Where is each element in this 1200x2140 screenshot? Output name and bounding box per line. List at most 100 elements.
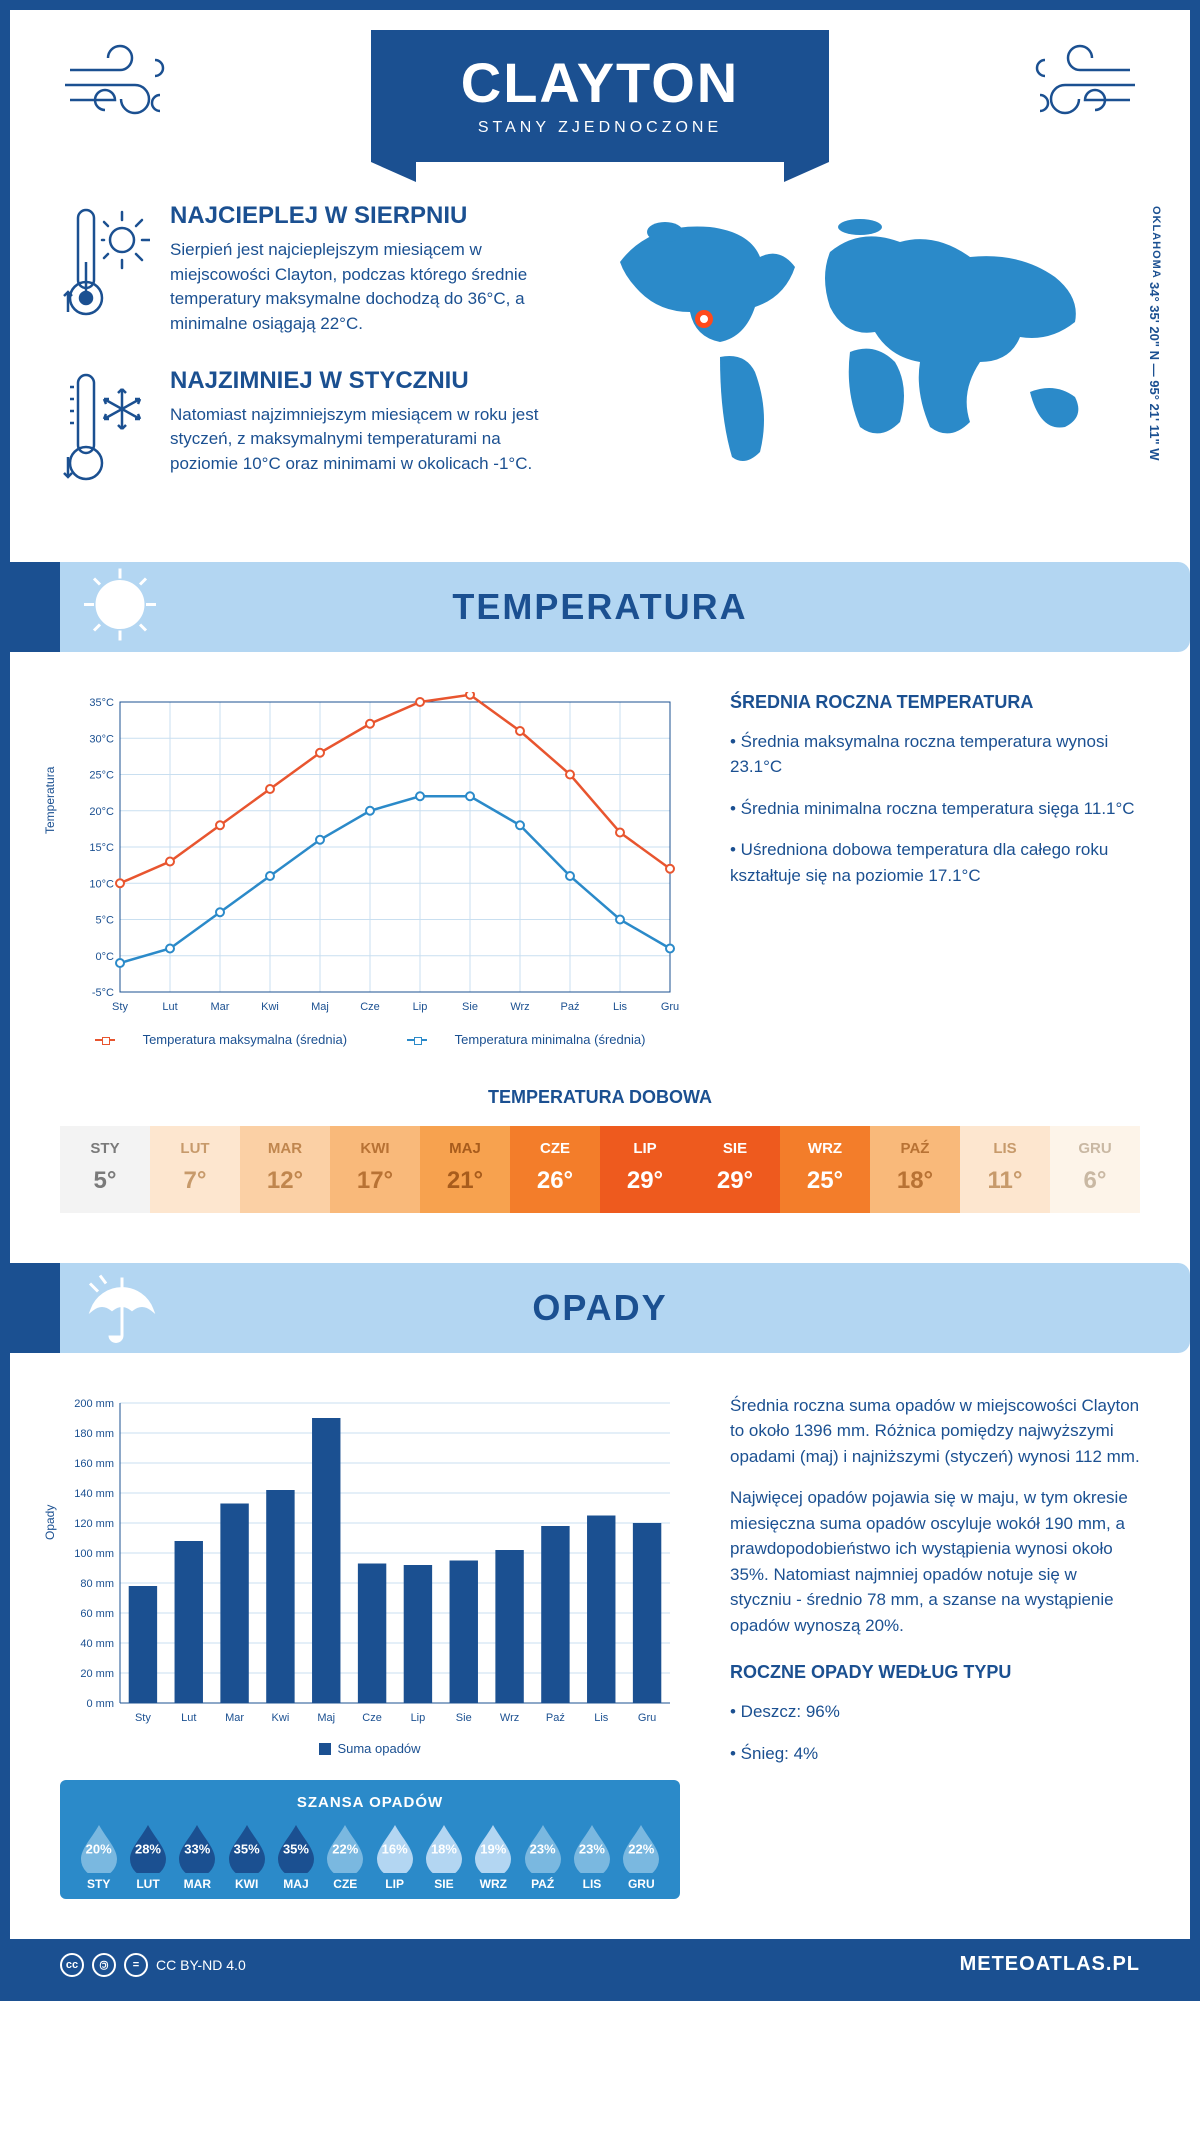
drop-icon: 19%: [471, 1821, 515, 1873]
svg-text:Wrz: Wrz: [510, 1001, 529, 1013]
dobowa-cell: MAJ21°: [420, 1126, 510, 1213]
svg-text:25°C: 25°C: [89, 769, 114, 781]
dobowa-month: CZE: [510, 1140, 600, 1157]
drop-month: GRU: [617, 1877, 666, 1891]
drop-icon: 22%: [619, 1821, 663, 1873]
license-text: CC BY-ND 4.0: [156, 1957, 246, 1973]
hottest-heading: NAJCIEPLEJ W SIERPNIU: [170, 202, 560, 230]
svg-text:Paź: Paź: [546, 1712, 565, 1724]
svg-text:15°C: 15°C: [89, 842, 114, 854]
dobowa-cell: CZE 26°: [510, 1126, 600, 1213]
svg-text:Sty: Sty: [112, 1001, 128, 1013]
svg-text:Cze: Cze: [362, 1712, 382, 1724]
drop-icon: 33%: [175, 1821, 219, 1873]
precip-chart-legend: Suma opadów: [60, 1741, 680, 1756]
precip-type-bullet: • Śnieg: 4%: [730, 1741, 1140, 1767]
precip-para-1: Średnia roczna suma opadów w miejscowośc…: [730, 1393, 1140, 1470]
svg-text:140 mm: 140 mm: [74, 1488, 114, 1500]
dobowa-value: 12°: [240, 1167, 330, 1195]
dobowa-value: 11°: [960, 1167, 1050, 1195]
svg-text:20 mm: 20 mm: [80, 1668, 114, 1680]
thermometer-sun-icon: [60, 202, 150, 337]
dobowa-value: 18°: [870, 1167, 960, 1195]
drop-icon: 18%: [422, 1821, 466, 1873]
section-temperature-banner: TEMPERATURA: [60, 562, 1190, 652]
sun-icon: [80, 564, 160, 649]
precip-chance-item: 33% MAR: [173, 1821, 222, 1891]
drop-pct: 18%: [431, 1841, 457, 1856]
drop-month: STY: [74, 1877, 123, 1891]
drop-pct: 23%: [530, 1841, 556, 1856]
svg-text:0 mm: 0 mm: [87, 1698, 115, 1710]
coldest-block: NAJZIMNIEJ W STYCZNIU Natomiast najzimni…: [60, 367, 560, 492]
svg-text:Mar: Mar: [225, 1712, 244, 1724]
svg-text:20°C: 20°C: [89, 805, 114, 817]
drop-icon: 23%: [570, 1821, 614, 1873]
drop-pct: 19%: [480, 1841, 506, 1856]
drop-month: MAR: [173, 1877, 222, 1891]
svg-text:180 mm: 180 mm: [74, 1428, 114, 1440]
drop-pct: 22%: [628, 1841, 654, 1856]
precip-chance-item: 35% MAJ: [271, 1821, 320, 1891]
svg-text:0°C: 0°C: [96, 950, 115, 962]
temperature-line-chart: Temperatura -5°C0°C5°C10°C15°C20°C25°C30…: [60, 692, 680, 1022]
svg-text:Lip: Lip: [413, 1001, 428, 1013]
by-icon: 🄯: [92, 1953, 116, 1977]
svg-text:30°C: 30°C: [89, 733, 114, 745]
svg-text:Lut: Lut: [162, 1001, 177, 1013]
dobowa-month: KWI: [330, 1140, 420, 1157]
thermometer-snow-icon: [60, 367, 150, 492]
svg-text:Gru: Gru: [638, 1712, 656, 1724]
drop-icon: 20%: [77, 1821, 121, 1873]
wind-icon: [60, 40, 180, 135]
dobowa-cell: PAŹ 18°: [870, 1126, 960, 1213]
dobowa-value: 26°: [510, 1167, 600, 1195]
drop-icon: 35%: [225, 1821, 269, 1873]
dobowa-month: LIP: [600, 1140, 690, 1157]
precip-chance-item: 28% LUT: [123, 1821, 172, 1891]
svg-text:Cze: Cze: [360, 1001, 380, 1013]
dobowa-month: MAJ: [420, 1140, 510, 1157]
precip-chance-item: 22% GRU: [617, 1821, 666, 1891]
svg-text:Gru: Gru: [661, 1001, 679, 1013]
dobowa-cell: LIS11°: [960, 1126, 1050, 1213]
umbrella-icon: [80, 1265, 160, 1350]
precip-chance-item: 16% LIP: [370, 1821, 419, 1891]
dobowa-table: STY5°LUT7°MAR12°KWI17°MAJ21°CZE26°LIP29°…: [60, 1126, 1140, 1213]
header: CLAYTON STANY ZJEDNOCZONE: [60, 30, 1140, 162]
svg-text:Sty: Sty: [135, 1712, 151, 1724]
coldest-text: Natomiast najzimniejszym miesiącem w rok…: [170, 403, 560, 477]
precip-chance-item: 23% PAŹ: [518, 1821, 567, 1891]
drop-icon: 35%: [274, 1821, 318, 1873]
precip-chance-item: 18% SIE: [419, 1821, 468, 1891]
precip-chance-item: 23% LIS: [567, 1821, 616, 1891]
section-precip-banner: OPADY: [60, 1263, 1190, 1353]
svg-text:100 mm: 100 mm: [74, 1548, 114, 1560]
temp-annual-heading: ŚREDNIA ROCZNA TEMPERATURA: [730, 692, 1140, 713]
svg-text:10°C: 10°C: [89, 878, 114, 890]
dobowa-value: 6°: [1050, 1167, 1140, 1195]
drop-pct: 22%: [332, 1841, 358, 1856]
dobowa-month: PAŹ: [870, 1140, 960, 1157]
svg-text:Mar: Mar: [211, 1001, 230, 1013]
svg-text:Lut: Lut: [181, 1712, 196, 1724]
precip-chart-ylabel: Opady: [43, 1504, 57, 1539]
precip-bar-chart: Opady 0 mm20 mm40 mm60 mm80 mm100 mm120 …: [60, 1393, 680, 1733]
svg-text:35°C: 35°C: [89, 697, 114, 709]
precip-type-bullet: • Deszcz: 96%: [730, 1699, 1140, 1725]
dobowa-value: 5°: [60, 1167, 150, 1195]
temp-chart-legend: Temperatura maksymalna (średnia) Tempera…: [60, 1032, 680, 1047]
footer-brand: METEOATLAS.PL: [960, 1953, 1140, 1976]
dobowa-cell: WRZ25°: [780, 1126, 870, 1213]
svg-text:Wrz: Wrz: [500, 1712, 519, 1724]
region-label: OKLAHOMA: [1150, 206, 1162, 279]
drop-month: PAŹ: [518, 1877, 567, 1891]
svg-text:Lis: Lis: [594, 1712, 609, 1724]
drop-pct: 23%: [579, 1841, 605, 1856]
drop-month: LIP: [370, 1877, 419, 1891]
precip-legend-label: Suma opadów: [337, 1741, 420, 1756]
precip-type-heading: ROCZNE OPADY WEDŁUG TYPU: [730, 1662, 1140, 1683]
svg-text:5°C: 5°C: [96, 914, 115, 926]
svg-text:Sie: Sie: [462, 1001, 478, 1013]
drop-month: CZE: [321, 1877, 370, 1891]
